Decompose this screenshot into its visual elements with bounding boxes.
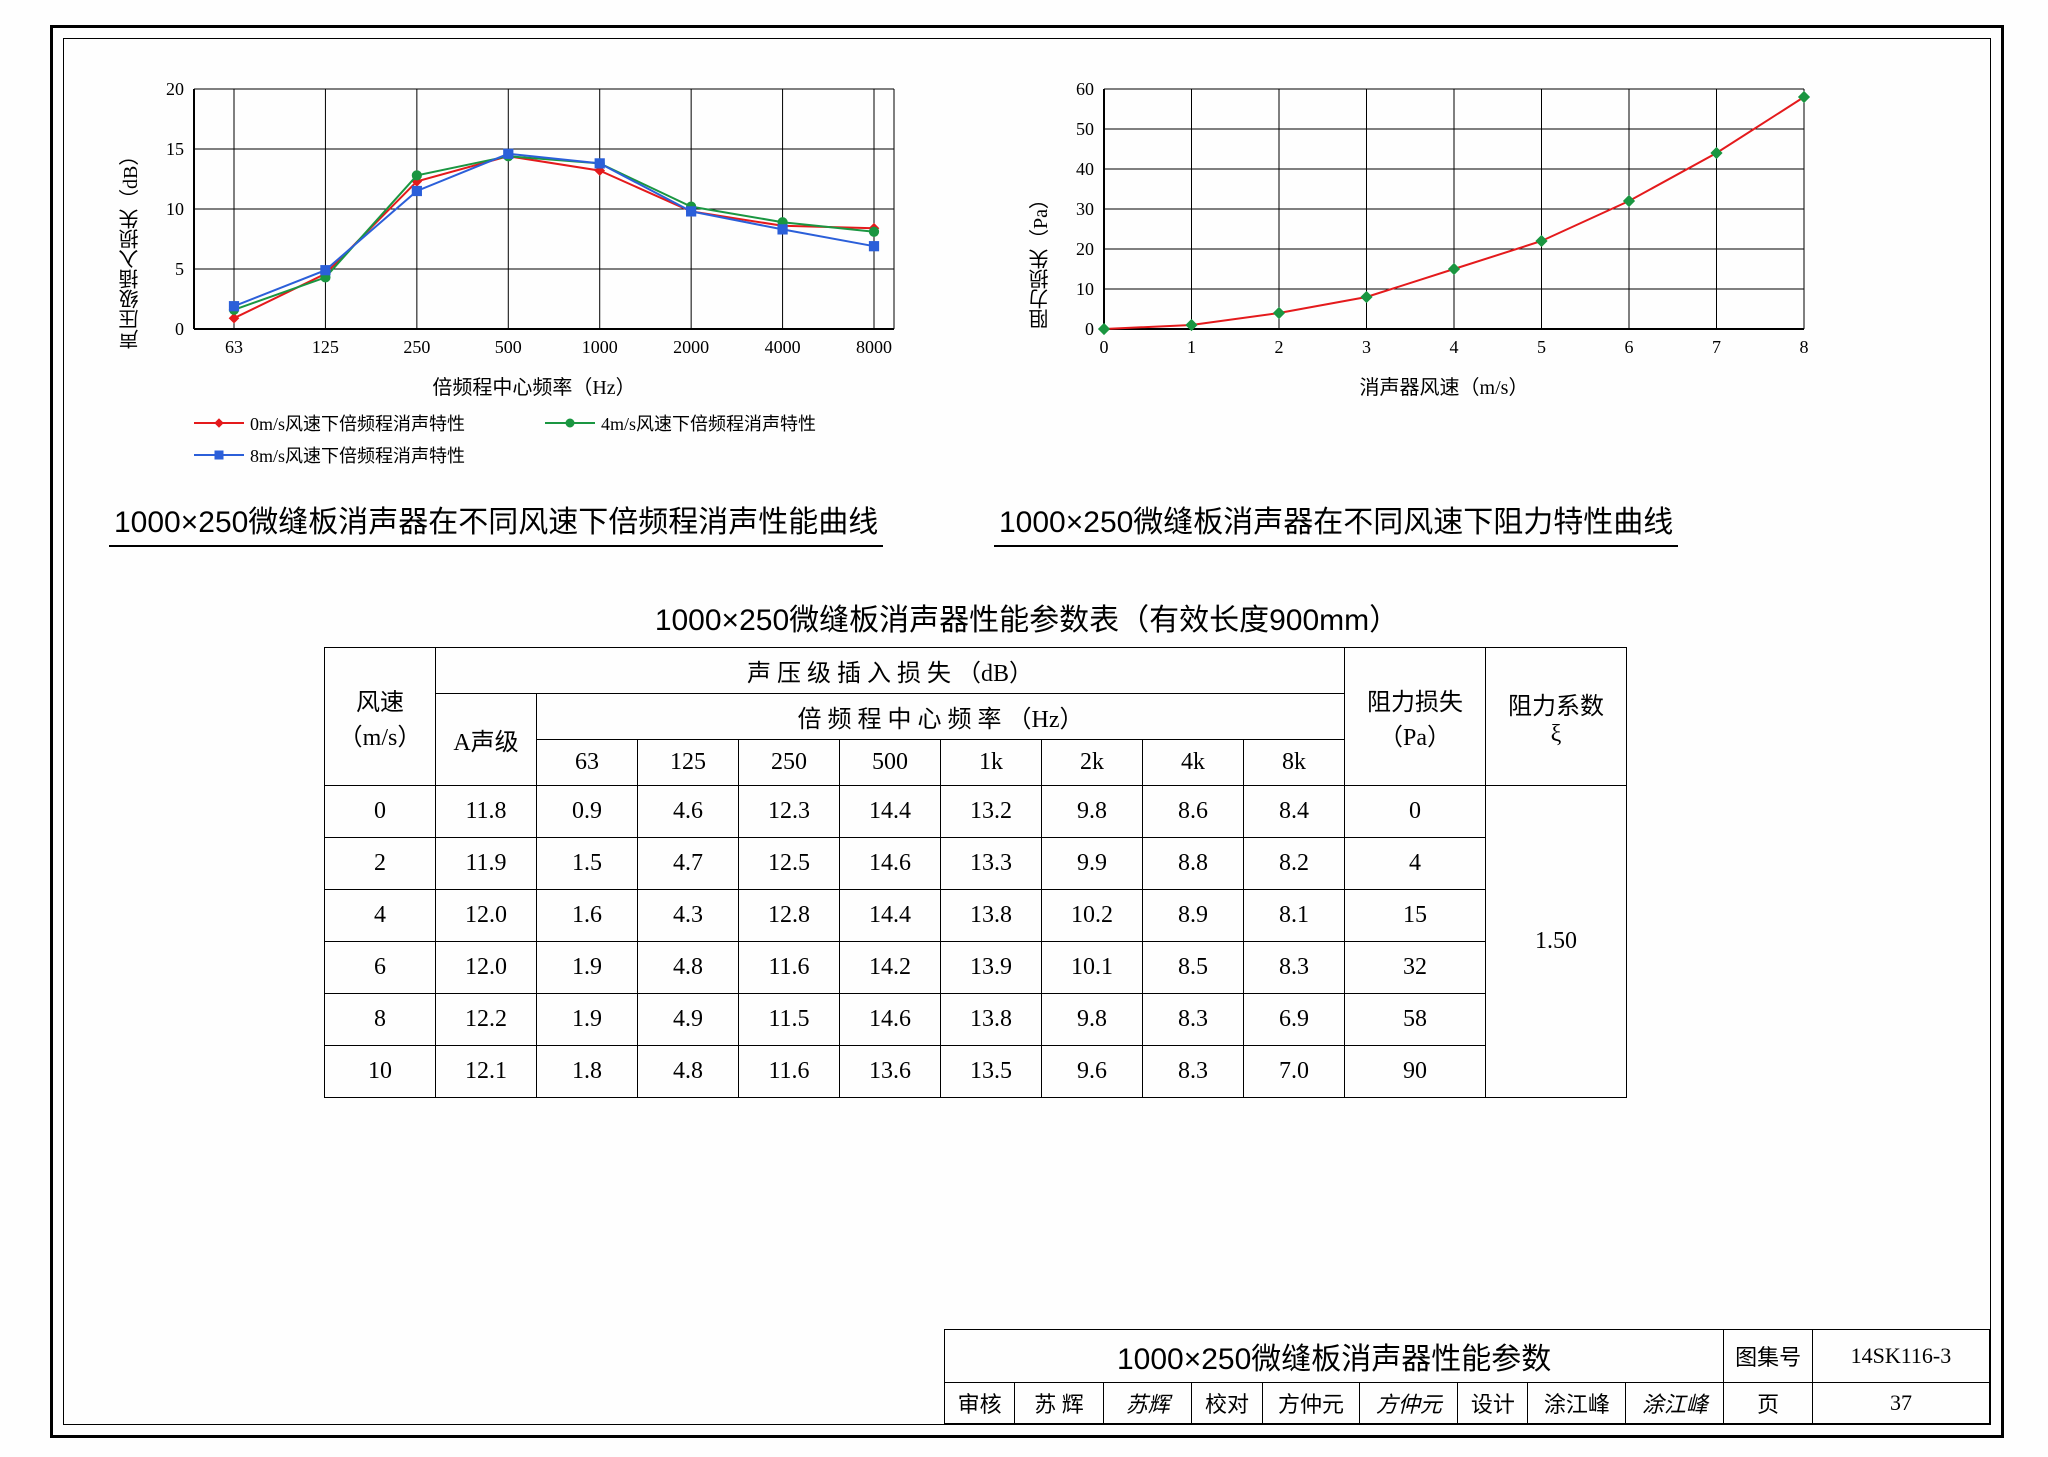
ftr-c3: 苏辉 [1103, 1383, 1192, 1424]
svg-text:63: 63 [225, 337, 243, 357]
ftr-c2: 苏 辉 [1015, 1383, 1104, 1424]
svg-text:0: 0 [1085, 319, 1094, 339]
chart2-xlabel: 消声器风速（m/s） [1074, 371, 1814, 400]
chart1-title-wrap: 1000×250微缝板消声器在不同风速下倍频程消声性能曲线 [109, 497, 883, 547]
chart1-legend: 0m/s风速下倍频程消声特性 4m/s风速下倍频程消声特性 8m/s风速下倍频程消声… [124, 410, 904, 468]
set-label: 图集号 [1724, 1330, 1813, 1383]
svg-text:8000: 8000 [856, 337, 892, 357]
ftr-c10: 页 [1724, 1383, 1813, 1424]
svg-text:0: 0 [175, 319, 184, 339]
chart-insertion-loss: 声压级插入损失（dB） 0510152063125250500100020004… [124, 79, 904, 468]
chart1-plot: 0 5 10 15 20 63 125 250 500 1000 2000 4000 8000 [124, 79, 904, 359]
svg-text:10: 10 [166, 199, 184, 219]
svg-text:10: 10 [1076, 279, 1094, 299]
ftr-c7: 设计 [1458, 1383, 1528, 1424]
svg-text:2: 2 [1275, 337, 1284, 357]
svg-text:20: 20 [1076, 239, 1094, 259]
chart2-plot: 0 10 20 30 40 50 60 0 1 2 3 4 5 6 7 8 [1034, 79, 1814, 359]
table-title: 1000×250微缝板消声器性能参数表（有效长度900mm） [64, 595, 1990, 639]
ftr-c9: 涂江峰 [1626, 1383, 1724, 1424]
svg-text:50: 50 [1076, 119, 1094, 139]
svg-text:20: 20 [166, 79, 184, 99]
footer-title: 1000×250微缝板消声器性能参数 [945, 1330, 1724, 1383]
ftr-c8: 涂江峰 [1528, 1383, 1626, 1424]
ftr-c11: 37 [1812, 1383, 1989, 1424]
footer-table: 1000×250微缝板消声器性能参数 图集号 14SK116-3 审核 苏 辉 … [944, 1329, 1990, 1424]
param-table: 风速（m/s）声 压 级 插 入 损 失 （dB）阻力损失（Pa）阻力系数ξA声… [324, 647, 1627, 1098]
legend-item: 8m/s风速下倍频程消声特性 [194, 442, 465, 468]
ftr-c1: 审核 [945, 1383, 1015, 1424]
ftr-c6: 方仲元 [1360, 1383, 1458, 1424]
svg-text:7: 7 [1712, 337, 1721, 357]
title-block: 1000×250微缝板消声器性能参数 图集号 14SK116-3 审核 苏 辉 … [944, 1329, 1990, 1424]
svg-text:4000: 4000 [765, 337, 801, 357]
svg-text:6: 6 [1625, 337, 1634, 357]
chart2-title-wrap: 1000×250微缝板消声器在不同风速下阻力特性曲线 [994, 497, 1678, 547]
svg-text:15: 15 [166, 139, 184, 159]
svg-text:1000: 1000 [582, 337, 618, 357]
ftr-c4: 校对 [1192, 1383, 1262, 1424]
svg-text:2000: 2000 [673, 337, 709, 357]
svg-text:1: 1 [1187, 337, 1196, 357]
svg-text:30: 30 [1076, 199, 1094, 219]
chart2-ylabel: 阻力损失（Pa） [1026, 129, 1055, 329]
legend-item: 4m/s风速下倍频程消声特性 [545, 410, 816, 436]
set-no: 14SK116-3 [1812, 1330, 1989, 1383]
ftr-c5: 方仲元 [1262, 1383, 1360, 1424]
svg-text:500: 500 [495, 337, 522, 357]
svg-text:3: 3 [1362, 337, 1371, 357]
chart-pressure-loss: 阻力损失（Pa） 0102030405060012345678 消声器风速（m/… [1034, 79, 1814, 400]
svg-text:8: 8 [1800, 337, 1809, 357]
svg-text:125: 125 [312, 337, 339, 357]
svg-text:60: 60 [1076, 79, 1094, 99]
param-table-wrap: 风速（m/s）声 压 级 插 入 损 失 （dB）阻力损失（Pa）阻力系数ξA声… [324, 647, 1627, 1098]
svg-text:5: 5 [175, 259, 184, 279]
svg-text:0: 0 [1100, 337, 1109, 357]
svg-text:250: 250 [403, 337, 430, 357]
chart1-ylabel: 声压级插入损失（dB） [116, 119, 145, 349]
svg-text:40: 40 [1076, 159, 1094, 179]
chart1-title: 1000×250微缝板消声器在不同风速下倍频程消声性能曲线 [109, 497, 883, 547]
chart2-title: 1000×250微缝板消声器在不同风速下阻力特性曲线 [994, 497, 1678, 547]
chart1-xlabel: 倍频程中心频率（Hz） [164, 371, 904, 400]
legend-item: 0m/s风速下倍频程消声特性 [194, 410, 465, 436]
svg-text:5: 5 [1537, 337, 1546, 357]
svg-text:4: 4 [1450, 337, 1459, 357]
